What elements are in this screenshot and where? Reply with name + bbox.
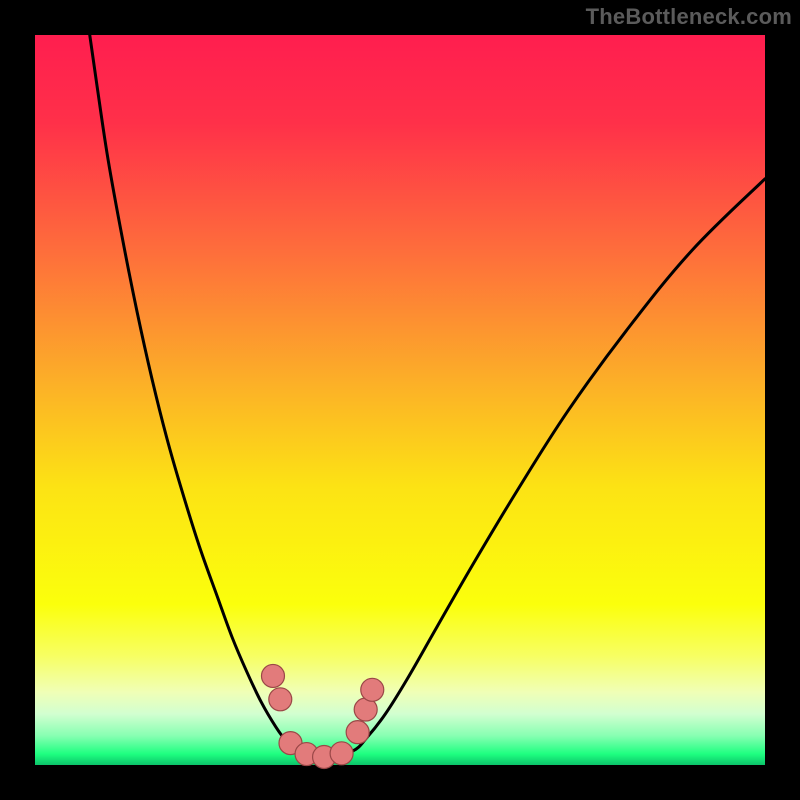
data-marker <box>361 678 384 701</box>
data-marker <box>261 664 284 687</box>
data-marker <box>346 721 369 744</box>
watermark-text: TheBottleneck.com <box>586 4 792 30</box>
data-marker <box>269 688 292 711</box>
bottleneck-curve-chart <box>0 0 800 800</box>
data-marker <box>330 742 353 765</box>
plot-background <box>35 35 765 765</box>
chart-container: TheBottleneck.com <box>0 0 800 800</box>
